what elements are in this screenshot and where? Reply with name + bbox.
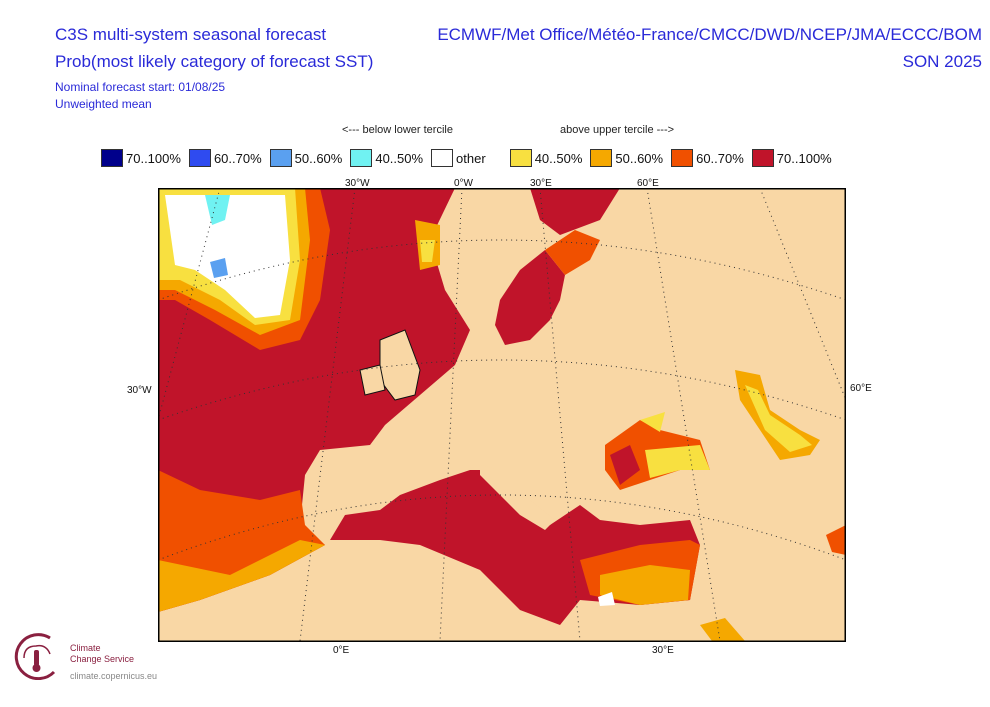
- logo-url: climate.copernicus.eu: [70, 671, 158, 681]
- legend-swatch: [350, 149, 373, 167]
- logo-line2: Change Service: [70, 654, 135, 664]
- map-frame: [158, 188, 846, 642]
- caspian-sea: [735, 370, 820, 460]
- legend-item: 50..60%: [590, 149, 663, 167]
- lon-label: 60°E: [850, 383, 872, 394]
- legend-label: 50..60%: [615, 150, 664, 166]
- legend-swatch: [431, 149, 454, 167]
- lon-label: 0°E: [333, 645, 350, 656]
- legend-item: 40..50%: [509, 149, 583, 167]
- british-isles: [359, 329, 421, 401]
- legend-label: 60..70%: [696, 150, 744, 166]
- legend-item: 40..50%: [350, 149, 423, 167]
- below-tercile-label: <--- below lower tercile: [342, 124, 453, 136]
- legend-item: 70..100%: [751, 149, 832, 167]
- legend-item: 70..100%: [101, 149, 181, 167]
- legend-item: 60..70%: [188, 149, 262, 167]
- lon-label: 30°E: [530, 178, 552, 189]
- barents-sea: [530, 188, 620, 235]
- thermometer-cloud-icon: [14, 633, 56, 680]
- mediterranean-sea: [330, 470, 700, 625]
- legend-label: 70..100%: [126, 150, 181, 166]
- copernicus-logo: Climate Change Service climate.copernicu…: [10, 630, 190, 690]
- italy-land: [480, 465, 555, 530]
- lon-label: 30°E: [652, 645, 674, 656]
- legend-swatch: [590, 149, 613, 167]
- lon-label: 0°W: [454, 178, 473, 189]
- legend-swatch: [751, 149, 774, 167]
- black-sea: [605, 412, 710, 490]
- lon-label: 60°E: [637, 178, 659, 189]
- legend-label: 60..70%: [213, 150, 262, 166]
- season: SON 2025: [902, 52, 982, 71]
- lon-label: 30°W: [345, 178, 370, 189]
- above-tercile-label: above upper tercile --->: [560, 124, 675, 136]
- legend-label: other: [456, 150, 486, 166]
- logo-line1: Climate: [70, 643, 101, 653]
- baltic-sea: [495, 250, 565, 345]
- legend-label: 70..100%: [776, 150, 832, 166]
- legend: 70..100% 60..70% 50..60% 40..50% other 4…: [101, 149, 840, 167]
- legend-label: 50..60%: [294, 150, 343, 166]
- forecast-map: [158, 188, 846, 642]
- legend-item: 60..70%: [671, 149, 744, 167]
- figure-title: C3S multi-system seasonal forecast: [55, 25, 327, 44]
- legend-swatch: [671, 149, 694, 167]
- legend-swatch: [101, 149, 123, 167]
- atlantic-sea: [158, 188, 470, 612]
- persian-gulf: [826, 525, 846, 555]
- weighting: Unweighted mean: [55, 97, 152, 111]
- legend-swatch: [269, 149, 292, 167]
- red-sea: [700, 618, 745, 641]
- legend-label: 40..50%: [534, 150, 583, 166]
- gulf-of-finland: [545, 230, 600, 275]
- legend-item: 50..60%: [269, 149, 343, 167]
- centres: ECMWF/Met Office/Météo-France/CMCC/DWD/N…: [437, 25, 982, 44]
- legend-item: other: [431, 149, 486, 167]
- legend-label: 40..50%: [375, 150, 424, 166]
- forecast-start: Nominal forecast start: 01/08/25: [55, 80, 226, 94]
- lon-label: 30°W: [127, 385, 152, 396]
- legend-swatch: [509, 149, 532, 167]
- graticule: [158, 188, 846, 642]
- figure-subtitle: Prob(most likely category of forecast SS…: [55, 52, 374, 71]
- legend-swatch: [188, 149, 211, 167]
